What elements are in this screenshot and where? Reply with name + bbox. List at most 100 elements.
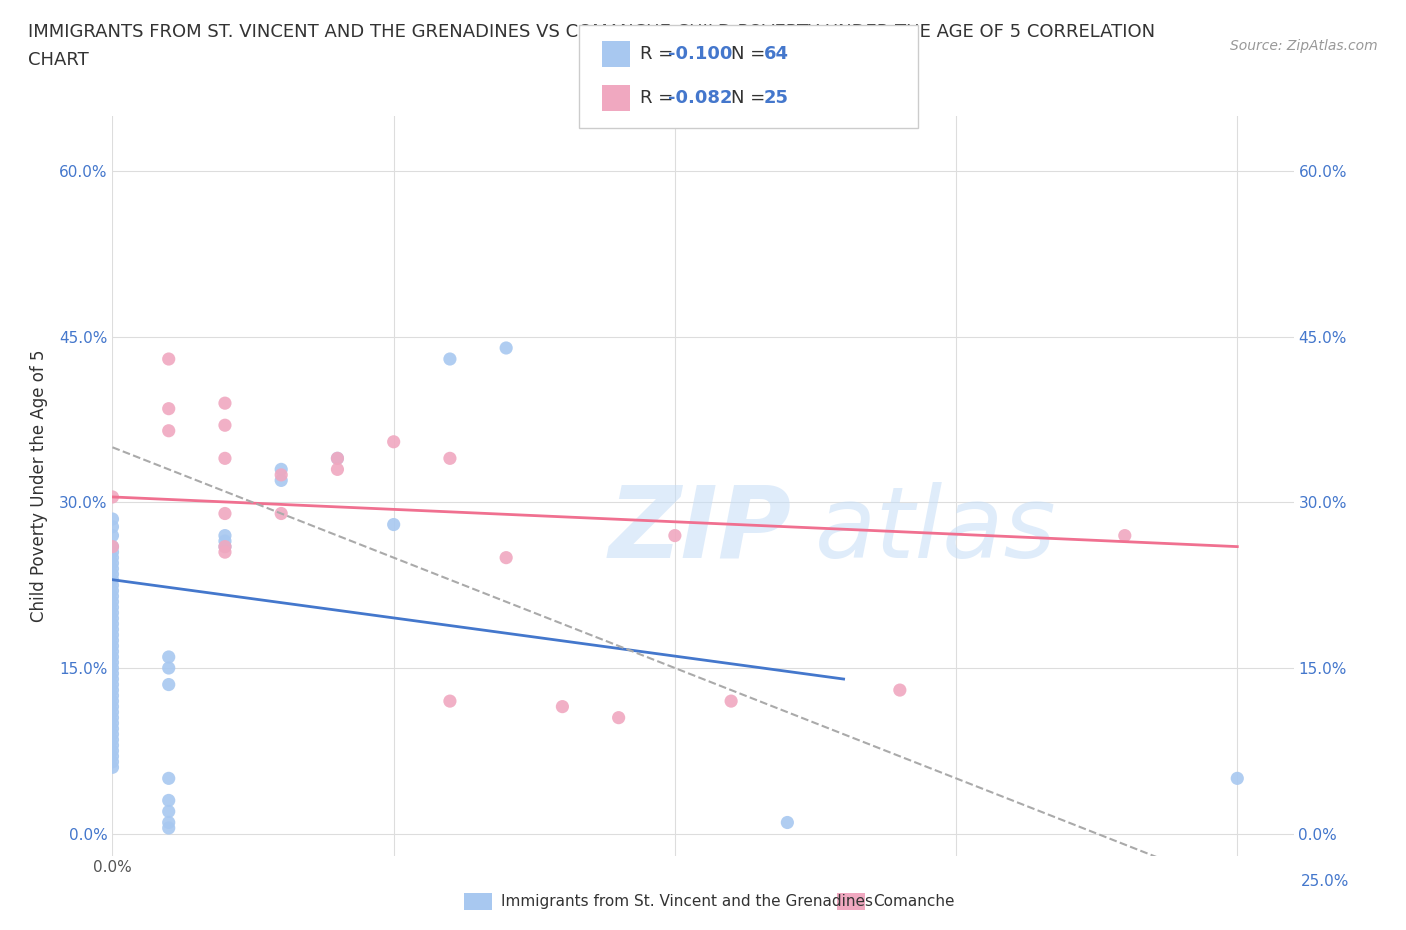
- Point: [214, 418, 236, 432]
- Point: [157, 820, 180, 835]
- Point: [157, 771, 180, 786]
- Point: [101, 649, 124, 664]
- Point: [101, 600, 124, 615]
- Text: N =: N =: [731, 88, 770, 107]
- Point: [101, 722, 124, 737]
- Text: R =: R =: [640, 45, 679, 63]
- Point: [776, 815, 799, 830]
- Point: [101, 545, 124, 560]
- Point: [157, 793, 180, 808]
- Point: [101, 594, 124, 609]
- Point: [439, 352, 461, 366]
- Point: [1114, 528, 1136, 543]
- Point: [101, 660, 124, 675]
- Point: [101, 726, 124, 741]
- Y-axis label: Child Poverty Under the Age of 5: Child Poverty Under the Age of 5: [30, 350, 48, 622]
- Point: [101, 633, 124, 648]
- Point: [101, 699, 124, 714]
- Point: [270, 473, 292, 488]
- Point: [101, 489, 124, 504]
- Point: [101, 611, 124, 626]
- Text: R =: R =: [640, 88, 679, 107]
- Point: [1226, 771, 1249, 786]
- Point: [101, 760, 124, 775]
- Point: [101, 539, 124, 554]
- Point: [101, 519, 124, 534]
- Point: [101, 711, 124, 725]
- Point: [157, 401, 180, 416]
- Point: [214, 506, 236, 521]
- Point: [439, 694, 461, 709]
- Point: [101, 754, 124, 769]
- Point: [214, 534, 236, 549]
- Point: [270, 468, 292, 483]
- Point: [101, 583, 124, 598]
- Point: [101, 655, 124, 670]
- Point: [157, 649, 180, 664]
- Point: [101, 566, 124, 581]
- Point: [720, 694, 742, 709]
- Point: [551, 699, 574, 714]
- Point: [157, 677, 180, 692]
- Point: [326, 462, 349, 477]
- Text: 64: 64: [763, 45, 789, 63]
- Point: [101, 628, 124, 643]
- Point: [664, 528, 686, 543]
- Point: [157, 815, 180, 830]
- Point: [214, 451, 236, 466]
- Point: [101, 644, 124, 658]
- Text: 25: 25: [763, 88, 789, 107]
- Point: [101, 683, 124, 698]
- Point: [101, 589, 124, 604]
- Point: [101, 705, 124, 720]
- Point: [101, 572, 124, 587]
- Point: [101, 694, 124, 709]
- Text: 25.0%: 25.0%: [1301, 874, 1348, 889]
- Point: [101, 605, 124, 620]
- Point: [214, 396, 236, 411]
- Point: [270, 506, 292, 521]
- Text: Comanche: Comanche: [873, 894, 955, 909]
- Point: [157, 423, 180, 438]
- Point: [101, 688, 124, 703]
- Point: [101, 671, 124, 686]
- Point: [101, 617, 124, 631]
- Text: ZIP: ZIP: [609, 482, 792, 578]
- Point: [101, 512, 124, 526]
- Text: CHART: CHART: [28, 51, 89, 69]
- Point: [101, 732, 124, 747]
- Point: [101, 551, 124, 565]
- Point: [439, 451, 461, 466]
- Text: -0.082: -0.082: [668, 88, 733, 107]
- Point: [101, 666, 124, 681]
- Point: [382, 517, 405, 532]
- Point: [214, 539, 236, 554]
- Text: N =: N =: [731, 45, 770, 63]
- Point: [495, 551, 517, 565]
- Point: [157, 352, 180, 366]
- Point: [495, 340, 517, 355]
- Point: [157, 804, 180, 819]
- Point: [101, 639, 124, 654]
- Point: [101, 561, 124, 576]
- Text: atlas: atlas: [815, 482, 1057, 578]
- Point: [101, 749, 124, 764]
- Point: [101, 716, 124, 731]
- Point: [214, 539, 236, 554]
- Point: [607, 711, 630, 725]
- Point: [382, 434, 405, 449]
- Text: Source: ZipAtlas.com: Source: ZipAtlas.com: [1230, 39, 1378, 53]
- Text: IMMIGRANTS FROM ST. VINCENT AND THE GRENADINES VS COMANCHE CHILD POVERTY UNDER T: IMMIGRANTS FROM ST. VINCENT AND THE GREN…: [28, 23, 1156, 41]
- Point: [101, 578, 124, 592]
- Text: Immigrants from St. Vincent and the Grenadines: Immigrants from St. Vincent and the Gren…: [501, 894, 873, 909]
- Point: [101, 528, 124, 543]
- Point: [101, 677, 124, 692]
- Point: [270, 462, 292, 477]
- Point: [101, 737, 124, 752]
- Point: [326, 451, 349, 466]
- Point: [101, 743, 124, 758]
- Point: [101, 539, 124, 554]
- Point: [214, 545, 236, 560]
- Point: [101, 622, 124, 637]
- Point: [157, 660, 180, 675]
